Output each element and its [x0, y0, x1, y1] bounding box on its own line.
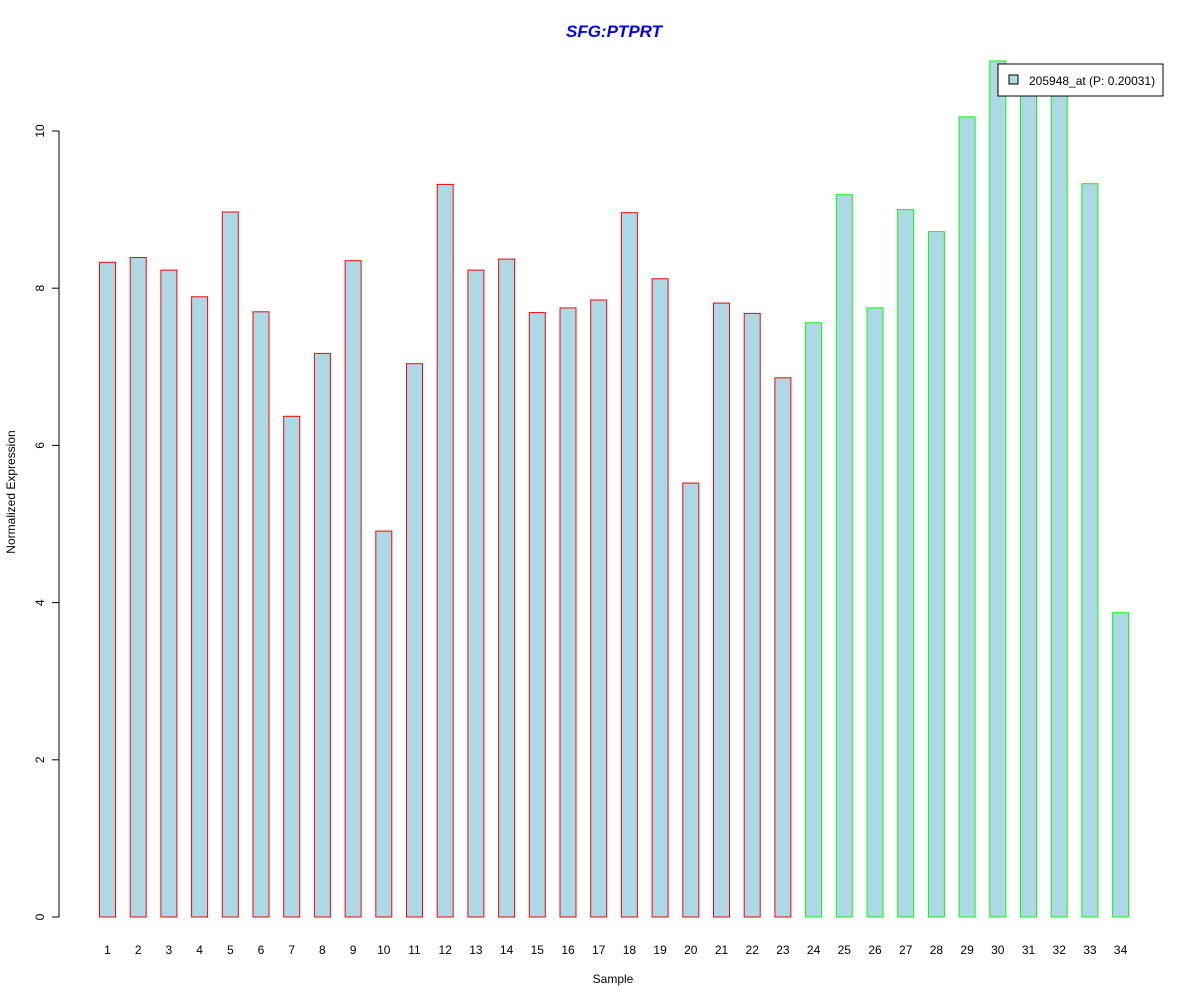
x-tick-label: 20	[684, 943, 698, 957]
bar-sample-19	[651, 278, 669, 918]
bar-sample-7	[283, 415, 301, 918]
x-tick-label: 26	[868, 943, 882, 957]
bar-sample-13	[467, 269, 485, 918]
bar-sample-9	[344, 260, 362, 918]
bar-sample-16	[559, 307, 577, 918]
x-tick-labels: 1 2 3 4 5 6 7 8 9 10 11 12 13 14 15 16 17 18 19 20 21 22 23 24 2…	[104, 943, 1127, 957]
bar-sample-34	[1112, 612, 1130, 918]
x-tick-label: 29	[960, 943, 974, 957]
x-axis-label: Sample	[593, 972, 634, 986]
y-tick-label: 10	[33, 124, 47, 138]
bar-sample-33	[1081, 183, 1099, 918]
x-tick-label: 25	[838, 943, 852, 957]
bar-sample-32	[1050, 82, 1068, 918]
legend-swatch	[1008, 74, 1019, 85]
x-tick-label: 2	[135, 943, 142, 957]
y-tick-label: 8	[33, 285, 47, 292]
x-tick-label: 9	[350, 943, 357, 957]
x-tick-label: 19	[653, 943, 667, 957]
x-tick-label: 31	[1022, 943, 1036, 957]
x-tick-label: 22	[746, 943, 760, 957]
x-tick-label: 30	[991, 943, 1005, 957]
legend: 205948_at (P: 0.20031)	[997, 63, 1164, 97]
bar-sample-12	[436, 183, 454, 918]
x-tick-label: 21	[715, 943, 729, 957]
y-tick-label: 2	[33, 756, 47, 763]
bar-sample-30	[989, 60, 1007, 918]
y-tick-label: 6	[33, 442, 47, 449]
x-tick-label: 11	[408, 943, 421, 957]
chart-title: SFG:PTPRT	[566, 22, 664, 41]
x-tick-label: 18	[623, 943, 637, 957]
x-tick-label: 5	[227, 943, 234, 957]
bar-sample-25	[835, 194, 853, 918]
x-tick-label: 23	[776, 943, 790, 957]
x-tick-label: 1	[104, 943, 111, 957]
x-tick-label: 13	[469, 943, 483, 957]
bars-group	[99, 60, 1130, 918]
bar-sample-11	[406, 363, 423, 918]
bar-sample-4	[191, 296, 209, 918]
bar-sample-27	[897, 209, 915, 918]
bar-sample-10	[375, 530, 393, 918]
x-tick-label: 12	[439, 943, 453, 957]
x-tick-label: 34	[1114, 943, 1128, 957]
bar-sample-31	[1020, 92, 1037, 918]
y-axis-label: Normalized Expression	[4, 430, 18, 553]
bar-sample-15	[528, 312, 546, 918]
bar-sample-17	[590, 299, 608, 918]
x-tick-label: 16	[561, 943, 575, 957]
x-tick-label: 3	[166, 943, 173, 957]
bar-sample-20	[682, 482, 700, 918]
bar-sample-28	[927, 231, 945, 918]
y-tick-label: 4	[33, 599, 47, 606]
bar-sample-21	[713, 302, 730, 918]
x-tick-label: 28	[930, 943, 944, 957]
legend-box	[997, 63, 1164, 97]
bar-sample-2	[129, 257, 147, 918]
x-tick-label: 6	[258, 943, 265, 957]
x-tick-label: 32	[1053, 943, 1067, 957]
y-axis: 0 2 4 6 8 10	[33, 124, 60, 920]
x-tick-label: 27	[899, 943, 913, 957]
x-tick-label: 10	[377, 943, 391, 957]
bar-sample-29	[958, 116, 976, 918]
bar-sample-24	[805, 322, 823, 918]
x-tick-label: 24	[807, 943, 821, 957]
bar-sample-3	[160, 269, 178, 918]
bar-sample-14	[498, 258, 516, 918]
bar-sample-23	[774, 377, 792, 918]
x-tick-label: 17	[592, 943, 606, 957]
x-tick-label: 33	[1083, 943, 1097, 957]
x-tick-label: 15	[531, 943, 545, 957]
x-tick-label: 7	[288, 943, 295, 957]
bar-sample-22	[743, 312, 761, 918]
x-tick-label: 8	[319, 943, 326, 957]
legend-label: 205948_at (P: 0.20031)	[1029, 74, 1155, 88]
x-tick-label: 4	[196, 943, 203, 957]
bar-sample-6	[252, 311, 270, 918]
bar-sample-26	[866, 307, 884, 918]
bar-sample-18	[620, 212, 638, 918]
bar-sample-1	[99, 261, 116, 918]
y-tick-label: 0	[33, 913, 47, 920]
x-tick-label: 14	[500, 943, 514, 957]
bar-sample-8	[313, 352, 331, 918]
bar-sample-5	[221, 211, 239, 918]
